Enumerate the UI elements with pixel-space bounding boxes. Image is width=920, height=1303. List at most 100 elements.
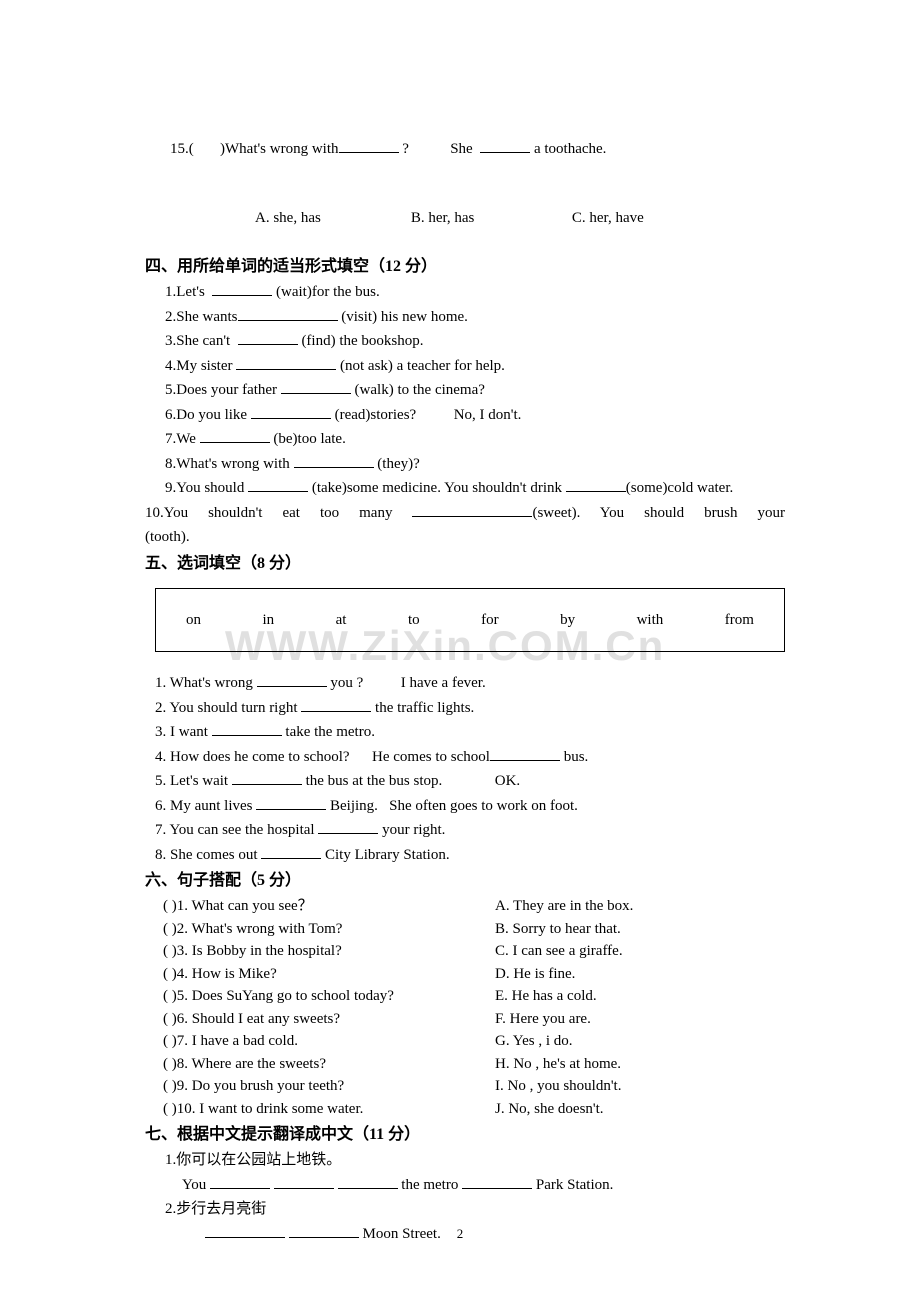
s4q7-post: (be)too late. [270, 431, 346, 447]
q15-t1: What's wrong with [225, 141, 339, 157]
s4q9-blank2[interactable] [566, 477, 626, 492]
s4-q10-l1: 10.You shouldn't eat too many (sweet). Y… [145, 502, 785, 525]
s7q2-b1[interactable] [205, 1223, 285, 1238]
s6-r7-r: G. Yes , i do. [495, 1030, 573, 1053]
q15-optC[interactable]: C. her, have [572, 210, 644, 226]
s5q3-post: take the metro. [282, 724, 375, 740]
s5q2-post: the traffic lights. [371, 700, 474, 716]
s5q3-blank[interactable] [212, 721, 282, 736]
s6-r5-r: E. He has a cold. [495, 985, 597, 1008]
s4-q3: 3.She can't (find) the bookshop. [155, 330, 785, 353]
s6-r4: ( )4. How is Mike? D. He is fine. [155, 963, 785, 986]
s4q8-pre: 8.What's wrong with [165, 456, 294, 472]
s6-r3-l[interactable]: ( )3. Is Bobby in the hospital? [155, 940, 495, 963]
q15-blank1[interactable] [339, 138, 399, 153]
s6-r6-l[interactable]: ( )6. Should I eat any sweets? [155, 1008, 495, 1031]
s6-r10-l[interactable]: ( )10. I want to drink some water. [155, 1098, 495, 1121]
s7-q2-zh: 2.步行去月亮街 [155, 1198, 785, 1221]
s5q7-pre: 7. You can see the hospital [155, 822, 318, 838]
q15-t2: ? [399, 141, 409, 157]
s4q8-blank[interactable] [294, 453, 374, 468]
s4q4-blank[interactable] [236, 355, 336, 370]
s6-r9: ( )9. Do you brush your teeth? I. No , y… [155, 1075, 785, 1098]
s4q1-pre: 1.Let's [165, 284, 212, 300]
s6-r10-r: J. No, she doesn't. [495, 1098, 604, 1121]
s5q8-pre: 8. She comes out [155, 847, 261, 863]
s4q7-blank[interactable] [200, 428, 270, 443]
s4-q5: 5.Does your father (walk) to the cinema? [155, 379, 785, 402]
s4q2-post: (visit) his new home. [338, 309, 468, 325]
section6-title: 六、句子搭配（5 分） [145, 869, 785, 893]
s5q5-pre: 5. Let's wait [155, 773, 232, 789]
q15-optA[interactable]: A. she, has [170, 210, 321, 226]
s4q10-mid: (sweet). You should brush your [532, 505, 785, 521]
s4q9-pre: 9.You should [165, 480, 248, 496]
s4q2-blank[interactable] [238, 306, 338, 321]
s4q3-pre: 3.She can't [165, 333, 238, 349]
word-at: at [336, 609, 347, 632]
s4q2-pre: 2.She wants [165, 309, 238, 325]
s4-q2: 2.She wants (visit) his new home. [155, 306, 785, 329]
s6-r5-l[interactable]: ( )5. Does SuYang go to school today? [155, 985, 495, 1008]
s5q6-blank[interactable] [256, 795, 326, 810]
s7q2-post: Moon Street. [359, 1226, 441, 1242]
s5q4-post: bus. [560, 749, 588, 765]
s6-r8-l[interactable]: ( )8. Where are the sweets? [155, 1053, 495, 1076]
s4q9-blank1[interactable] [248, 477, 308, 492]
s5q1-blank[interactable] [257, 672, 327, 687]
s4q5-blank[interactable] [281, 379, 351, 394]
q15-t3: She [450, 141, 480, 157]
s5-q5: 5. Let's wait the bus at the bus stop. O… [155, 770, 785, 793]
s4-q8: 8.What's wrong with (they)? [155, 453, 785, 476]
q15-num: 15.( [170, 141, 194, 157]
q15-blank2[interactable] [480, 138, 530, 153]
s7q1-pre: You [175, 1177, 210, 1193]
s6-r2-l[interactable]: ( )2. What's wrong with Tom? [155, 918, 495, 941]
s7q1-b3[interactable] [338, 1174, 398, 1189]
s5q4-blank[interactable] [490, 746, 560, 761]
s6-r1-l[interactable]: ( )1. What can you see？ [155, 895, 495, 918]
s5q2-blank[interactable] [301, 697, 371, 712]
q15-t4: a toothache. [530, 141, 606, 157]
s4q3-blank[interactable] [238, 330, 298, 345]
s6-r7: ( )7. I have a bad cold. G. Yes , i do. [155, 1030, 785, 1053]
word-with: with [637, 609, 664, 632]
s7-q1-zh: 1.你可以在公园站上地铁。 [155, 1149, 785, 1172]
s5q7-blank[interactable] [318, 819, 378, 834]
s4-q6: 6.Do you like (read)stories? No, I don't… [155, 404, 785, 427]
s7q1-b4[interactable] [462, 1174, 532, 1189]
s6-r2-r: B. Sorry to hear that. [495, 918, 621, 941]
s4q6-blank[interactable] [251, 404, 331, 419]
s5q1-post: you ? I have a fever. [327, 675, 486, 691]
s6-r2: ( )2. What's wrong with Tom? B. Sorry to… [155, 918, 785, 941]
s7q1-post: Park Station. [532, 1177, 613, 1193]
s6-r8: ( )8. Where are the sweets?H. No , he's … [155, 1053, 785, 1076]
s5q8-post: City Library Station. [321, 847, 449, 863]
s5-q2: 2. You should turn right the traffic lig… [155, 697, 785, 720]
section7-title: 七、根据中文提示翻译成中文（11 分） [145, 1123, 785, 1147]
s4q10-pre: 10.You shouldn't eat too many [145, 505, 412, 521]
s4q10-blank[interactable] [412, 502, 532, 517]
s6-r6-r: F. Here you are. [495, 1008, 591, 1031]
q15-optB[interactable]: B. her, has [411, 210, 475, 226]
word-box: on in at to for by with from [155, 588, 785, 653]
s4q4-post: (not ask) a teacher for help. [336, 358, 505, 374]
s6-r1: ( )1. What can you see？A. They are in th… [155, 895, 785, 918]
s6-r9-l[interactable]: ( )9. Do you brush your teeth? [155, 1075, 495, 1098]
s6-r10: ( )10. I want to drink some water. J. No… [155, 1098, 785, 1121]
s4q1-blank[interactable] [212, 281, 272, 296]
s7q2-b2[interactable] [289, 1223, 359, 1238]
s4-q7: 7.We (be)too late. [155, 428, 785, 451]
s6-r4-l[interactable]: ( )4. How is Mike? [155, 963, 495, 986]
s5q5-blank[interactable] [232, 770, 302, 785]
section5-title: 五、选词填空（8 分） [145, 552, 785, 576]
s6-r7-l[interactable]: ( )7. I have a bad cold. [155, 1030, 495, 1053]
s4q3-post: (find) the bookshop. [298, 333, 424, 349]
s7q1-b1[interactable] [210, 1174, 270, 1189]
s5q8-blank[interactable] [261, 844, 321, 859]
s7q1-b2[interactable] [274, 1174, 334, 1189]
s4q6-pre: 6.Do you like [165, 407, 251, 423]
s5q1-pre: 1. What's wrong [155, 675, 257, 691]
s4-q1: 1.Let's (wait)for the bus. [155, 281, 785, 304]
s6-r8-r: H. No , he's at home. [495, 1053, 621, 1076]
